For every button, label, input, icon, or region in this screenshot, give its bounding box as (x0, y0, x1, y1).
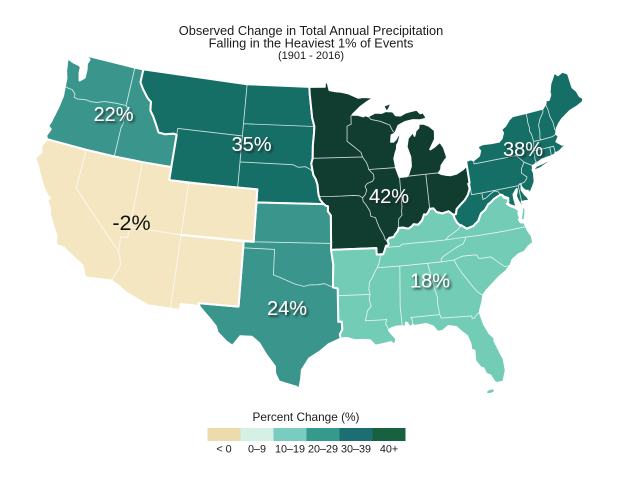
svg-text:24%: 24% (267, 298, 307, 320)
svg-text:(1901 - 2016): (1901 - 2016) (278, 50, 344, 62)
svg-text:20–29: 20–29 (308, 444, 338, 456)
svg-text:0–9: 0–9 (248, 444, 266, 456)
svg-text:Falling in the Heaviest 1% of: Falling in the Heaviest 1% of Events (209, 36, 414, 51)
svg-text:35%: 35% (231, 134, 271, 156)
svg-text:-2%: -2% (112, 211, 150, 235)
svg-text:18%: 18% (410, 271, 450, 293)
svg-text:30–39: 30–39 (341, 444, 371, 456)
svg-text:< 0: < 0 (216, 444, 231, 456)
svg-text:42%: 42% (369, 186, 409, 208)
svg-text:38%: 38% (503, 139, 543, 161)
svg-text:Percent Change (%): Percent Change (%) (253, 410, 360, 424)
svg-text:40+: 40+ (380, 444, 398, 456)
svg-text:Observed Change in Total Annua: Observed Change in Total Annual Precipit… (179, 23, 443, 38)
svg-text:22%: 22% (93, 104, 133, 126)
svg-text:10–19: 10–19 (275, 444, 305, 456)
